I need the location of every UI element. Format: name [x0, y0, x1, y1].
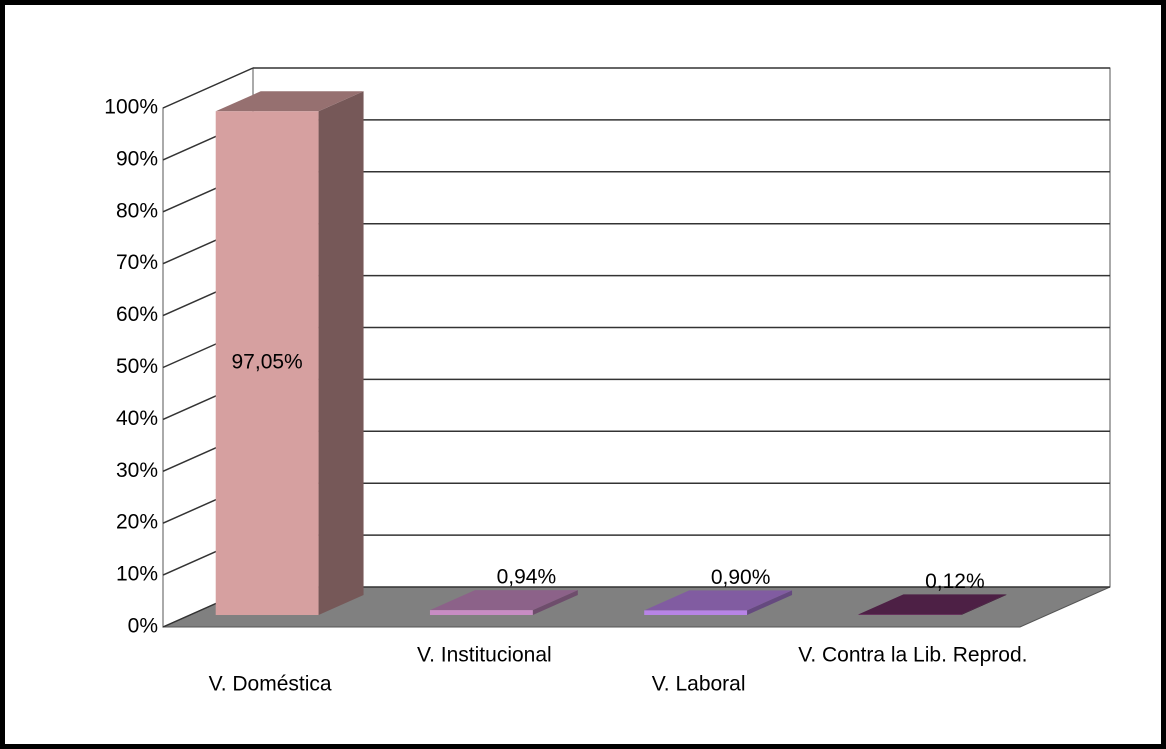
y-tick-label: 40% — [116, 407, 158, 430]
side-grid-line — [162, 67, 254, 109]
chart: 0% 10% 20% 30% 40% 50% 60% 70% 80% 90% 100% 97,05% V… — [104, 67, 1111, 696]
bar-front — [644, 610, 748, 615]
y-tick-label: 90% — [116, 147, 158, 170]
value-label: 0,94% — [497, 566, 557, 589]
bar-front — [215, 111, 319, 616]
bar-top — [858, 594, 1007, 615]
y-tick-label: 70% — [116, 251, 158, 274]
bar-side — [747, 590, 793, 615]
y-tick-label: 0% — [128, 615, 158, 638]
x-tick-label: V. Contra la Lib. Reprod. — [798, 644, 1027, 667]
y-tick-label: 30% — [116, 459, 158, 482]
y-tick-label: 100% — [104, 96, 158, 119]
bar-side — [318, 91, 364, 616]
x-tick-label: V. Laboral — [652, 673, 746, 696]
x-tick-label: V. Doméstica — [209, 673, 332, 696]
bar-front — [858, 614, 962, 615]
x-tick-label: V. Institucional — [417, 644, 552, 667]
value-label: 97,05% — [232, 351, 303, 374]
bar-top — [644, 590, 793, 611]
value-label: 0,90% — [711, 566, 771, 589]
bar-side — [961, 594, 1007, 615]
y-tick-label: 10% — [116, 563, 158, 586]
bar-front — [429, 610, 533, 615]
value-label: 0,12% — [925, 570, 985, 593]
bar-side — [532, 590, 578, 615]
y-tick-label: 20% — [116, 511, 158, 534]
y-tick-label: 80% — [116, 199, 158, 222]
bar-top — [429, 590, 578, 611]
bar-top — [215, 91, 364, 112]
y-tick-label: 50% — [116, 355, 158, 378]
y-tick-label: 60% — [116, 303, 158, 326]
